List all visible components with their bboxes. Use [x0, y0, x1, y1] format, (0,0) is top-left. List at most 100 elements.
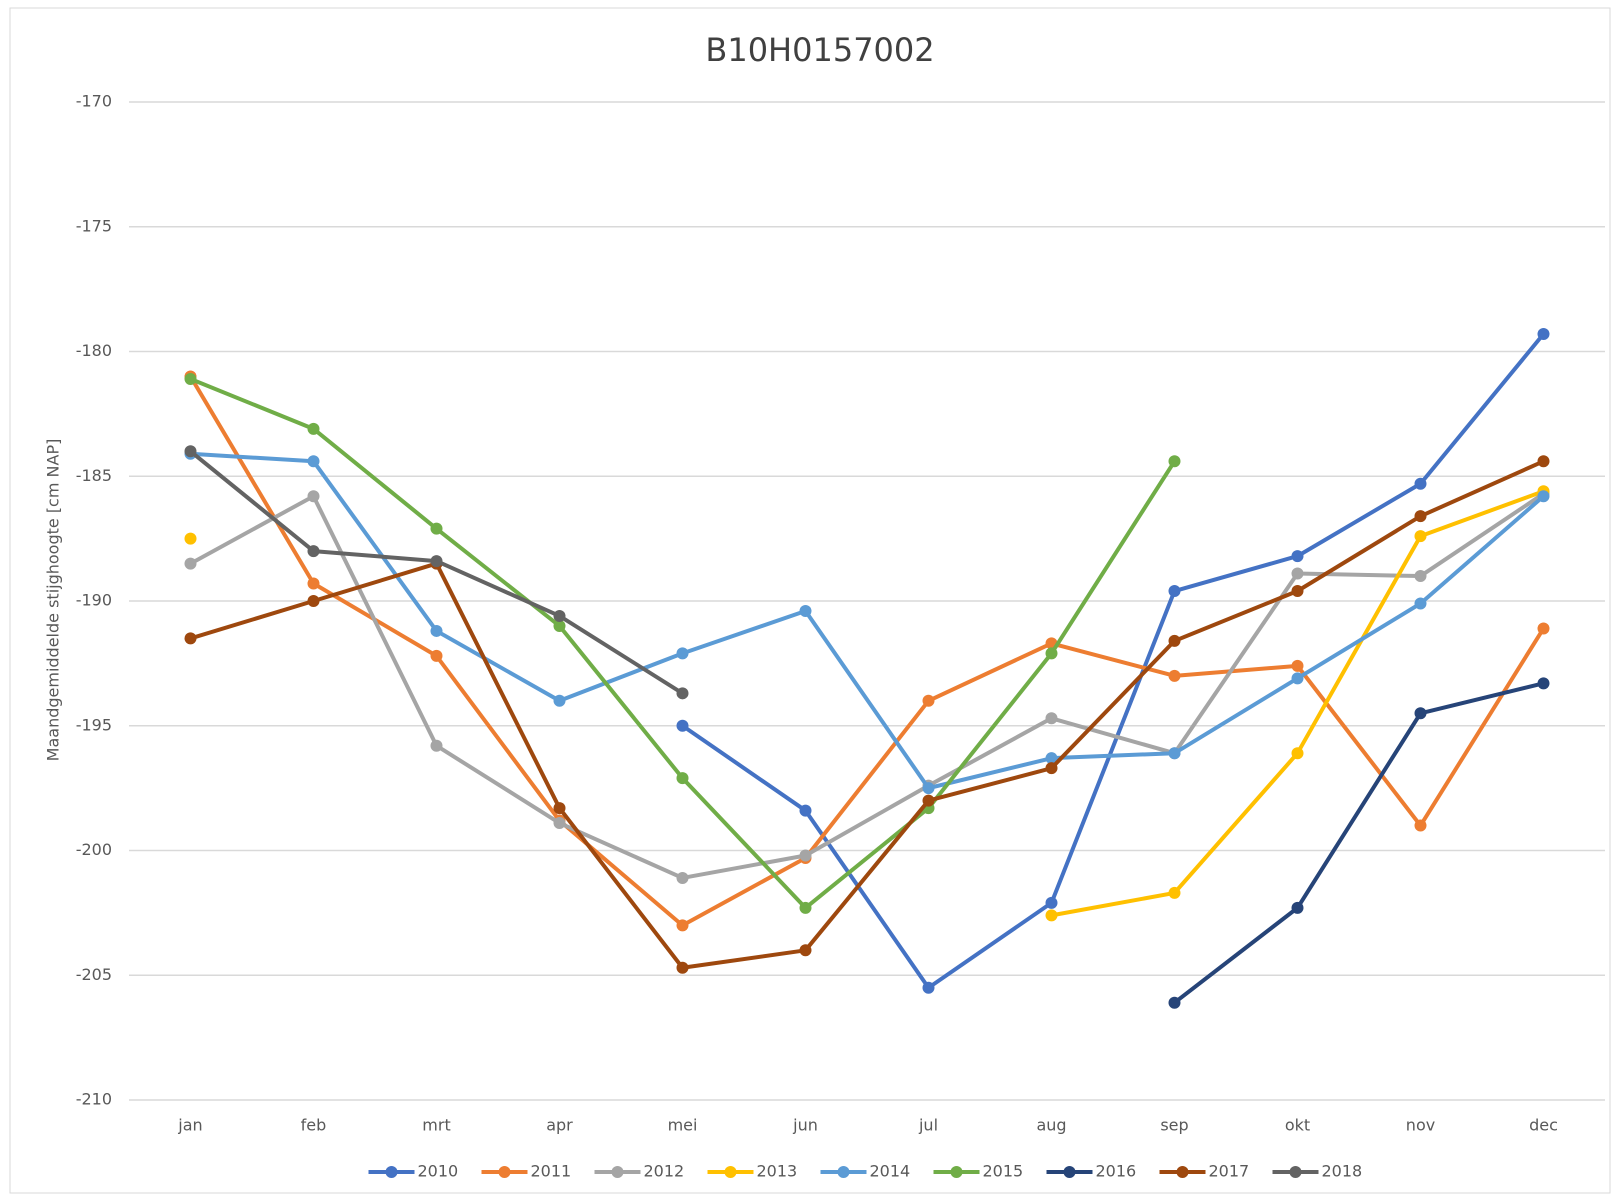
data-point: [184, 632, 197, 645]
y-tick-label: -210: [76, 1090, 112, 1109]
legend-marker: [950, 1166, 963, 1178]
data-point: [676, 687, 689, 700]
x-tick-label: jun: [792, 1116, 818, 1135]
data-point: [1168, 669, 1181, 682]
data-point: [1414, 570, 1427, 583]
data-point: [1414, 477, 1427, 490]
data-point: [1537, 328, 1550, 341]
data-point: [1291, 659, 1304, 672]
data-point: [184, 557, 197, 570]
x-tick-label: mrt: [422, 1116, 450, 1135]
y-tick-label: -185: [76, 466, 112, 485]
data-point: [1045, 647, 1058, 660]
data-point: [184, 372, 197, 385]
legend-label: 2014: [870, 1162, 911, 1181]
data-point: [1168, 747, 1181, 760]
data-point: [1168, 996, 1181, 1009]
data-point: [553, 694, 566, 707]
data-point: [676, 871, 689, 884]
data-point: [1537, 455, 1550, 468]
data-point: [430, 624, 443, 637]
legend-marker: [498, 1166, 511, 1178]
data-point: [1291, 747, 1304, 760]
data-point: [1537, 677, 1550, 690]
data-point: [307, 422, 320, 435]
data-point: [1414, 510, 1427, 523]
data-point: [307, 455, 320, 468]
data-point: [553, 802, 566, 815]
y-tick-label: -175: [76, 216, 112, 235]
series-line: [188, 375, 1546, 928]
data-point: [676, 647, 689, 660]
data-point: [307, 490, 320, 503]
x-tick-label: sep: [1160, 1116, 1188, 1135]
data-point: [1291, 901, 1304, 914]
x-tick-label: jul: [918, 1116, 938, 1135]
data-point: [1045, 896, 1058, 909]
data-point: [1168, 886, 1181, 899]
legend-label: 2010: [418, 1162, 459, 1181]
legend-label: 2013: [757, 1162, 798, 1181]
data-point: [1537, 490, 1550, 503]
data-point: [1168, 585, 1181, 598]
data-point: [922, 694, 935, 707]
data-point: [1414, 707, 1427, 720]
x-tick-label: okt: [1285, 1116, 1310, 1135]
legend-label: 2018: [1322, 1162, 1363, 1181]
y-axis-label: Maandgemiddelde stijghoogte [cm NAP]: [44, 439, 63, 762]
data-point: [307, 577, 320, 590]
data-point: [676, 961, 689, 974]
y-tick-label: -195: [76, 715, 112, 734]
data-point: [1537, 622, 1550, 635]
data-point: [799, 604, 812, 617]
data-point: [1414, 530, 1427, 543]
series-line: [681, 332, 1546, 990]
data-point: [922, 981, 935, 994]
x-tick-label: mei: [668, 1116, 698, 1135]
data-point: [1414, 597, 1427, 610]
y-tick-label: -180: [76, 341, 112, 360]
data-point: [1045, 752, 1058, 765]
y-tick-label: -200: [76, 840, 112, 859]
x-tick-label: jan: [177, 1116, 202, 1135]
data-point: [1291, 585, 1304, 598]
x-tick-label: apr: [546, 1116, 573, 1135]
data-point: [1168, 455, 1181, 468]
data-point: [307, 595, 320, 607]
legend-label: 2012: [644, 1162, 685, 1181]
x-tick-label: aug: [1036, 1116, 1066, 1135]
y-tick-label: -190: [76, 591, 112, 610]
data-point: [430, 522, 443, 535]
data-point: [676, 719, 689, 732]
legend-marker: [837, 1166, 850, 1178]
data-point: [1045, 909, 1058, 922]
data-point: [799, 944, 812, 957]
data-point: [1291, 550, 1304, 563]
data-point: [1414, 819, 1427, 832]
legend-label: 2011: [531, 1162, 572, 1181]
legend-label: 2016: [1096, 1162, 1137, 1181]
data-point: [430, 739, 443, 752]
data-point: [1045, 712, 1058, 725]
data-point: [922, 782, 935, 795]
data-point: [1291, 567, 1304, 580]
legend-label: 2017: [1209, 1162, 1250, 1181]
data-point: [553, 817, 566, 830]
y-tick-label: -170: [76, 92, 112, 111]
legend-marker: [1176, 1166, 1189, 1178]
legend-marker: [611, 1166, 624, 1178]
data-point: [1045, 762, 1058, 775]
data-point: [676, 919, 689, 932]
series-line: [1173, 681, 1544, 1005]
legend-marker: [1063, 1166, 1076, 1178]
data-point: [922, 794, 935, 807]
data-point: [676, 772, 689, 785]
data-point: [553, 619, 566, 632]
data-point: [307, 545, 320, 558]
data-point: [799, 901, 812, 914]
data-point: [799, 849, 812, 862]
data-point: [1168, 634, 1181, 647]
data-point: [184, 532, 197, 545]
